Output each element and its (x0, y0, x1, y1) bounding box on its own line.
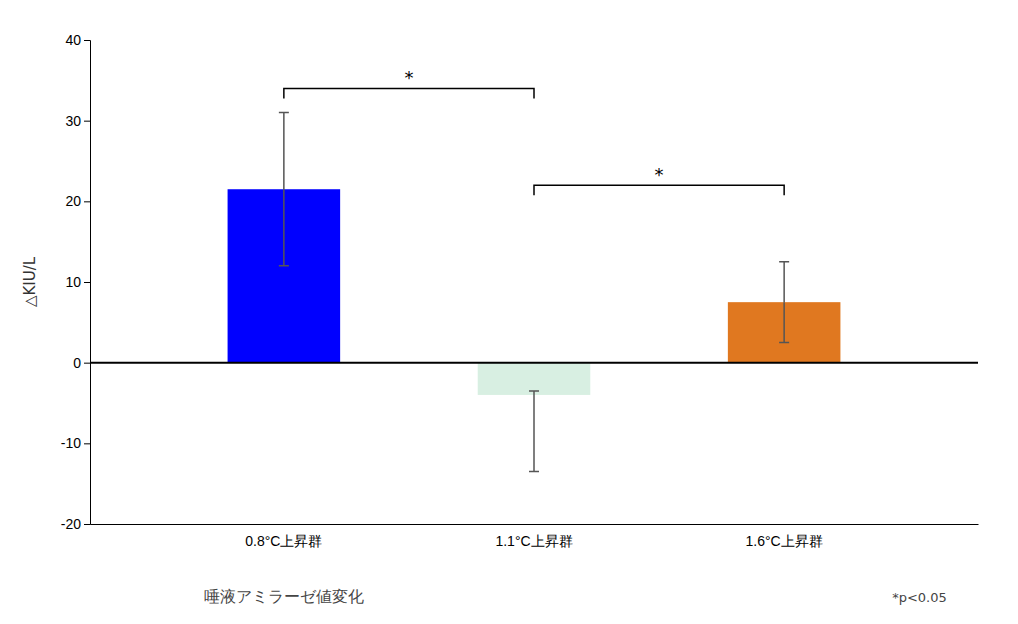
x-tick-group: 1.1°C上昇群 (495, 524, 572, 549)
plot: -20 -10 0 10 20 30 40 0.8°C上昇群 1.1°C上昇群 1.6°C上昇群 *… (61, 32, 979, 549)
y-axis-title: △KIU/L (21, 256, 39, 307)
y-tick (84, 524, 90, 525)
y-tick (84, 282, 90, 283)
chart: -20 -10 0 10 20 30 40 0.8°C上昇群 1.1°C上昇群 1.6°C上昇群 *… (0, 0, 1018, 624)
x-tick-group: 0.8°C上昇群 (245, 524, 322, 549)
error-bar-down (279, 189, 289, 266)
bar (728, 302, 841, 363)
y-tick-label: 10 (65, 274, 81, 290)
error-bar-up (279, 113, 289, 190)
y-tick-group: 30 (65, 113, 90, 129)
y-tick (84, 201, 90, 202)
error-bar-down (779, 302, 789, 342)
bracket: * (534, 164, 784, 195)
y-tick-label: 40 (65, 32, 81, 48)
x-tick-label: 0.8°C上昇群 (245, 533, 322, 549)
bracket-line (284, 88, 534, 98)
y-tick-group: 0 (73, 355, 90, 371)
x-tick-label: 1.1°C上昇群 (495, 533, 572, 549)
error-bar-down (529, 395, 539, 472)
marks (90, 113, 978, 472)
x-axis-line (91, 524, 979, 525)
y-tick-label: -10 (61, 435, 81, 451)
y-tick (84, 40, 90, 41)
zero-line (90, 362, 978, 364)
x-tick-label: 1.6°C上昇群 (746, 533, 823, 549)
y-axis: -20 -10 0 10 20 30 40 (61, 32, 91, 532)
y-tick-label: 20 (65, 193, 81, 209)
y-tick-label: 0 (73, 355, 81, 371)
error-bar-up (779, 262, 789, 302)
x-axis: 0.8°C上昇群 1.1°C上昇群 1.6°C上昇群 (91, 524, 979, 549)
y-tick-group: 10 (65, 274, 90, 290)
bracket: * (284, 67, 534, 98)
x-tick-group: 1.6°C上昇群 (746, 524, 823, 549)
bracket-label: * (404, 67, 413, 88)
error-bar (279, 113, 289, 266)
y-tick-group: 40 (65, 32, 90, 48)
y-tick-label: 30 (65, 113, 81, 129)
bar (228, 189, 341, 362)
x-axis-title: 唾液アミラーゼ値変化 (204, 587, 364, 606)
y-tick (84, 121, 90, 122)
error-bar (779, 262, 789, 343)
bar (478, 363, 591, 395)
y-tick-label: -20 (61, 516, 81, 532)
y-tick (84, 443, 90, 444)
y-tick-group: 20 (65, 193, 90, 209)
y-tick-group: -20 (61, 516, 90, 532)
y-tick-group: -10 (61, 435, 90, 451)
error-bar-up (529, 391, 539, 395)
y-axis-line (84, 41, 91, 525)
error-bar (529, 391, 539, 472)
bracket-label: * (655, 164, 664, 185)
y-tick (84, 363, 90, 364)
significance-note: *p<0.05 (892, 590, 947, 605)
bracket-line (534, 185, 784, 195)
